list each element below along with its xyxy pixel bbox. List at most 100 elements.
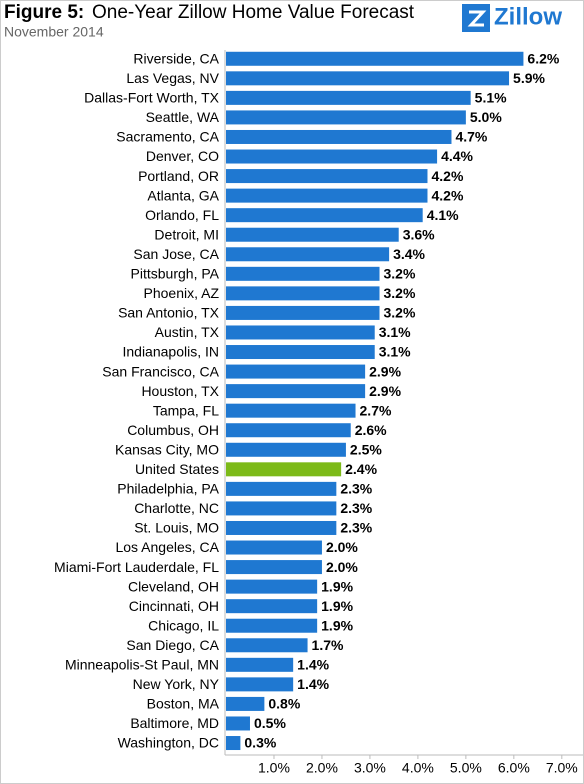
value-label: 2.6%: [355, 422, 387, 438]
bar: [226, 403, 356, 418]
figure-label: Figure 5:: [4, 2, 84, 23]
bar: [226, 227, 399, 242]
y-tick-label: Boston, MA: [147, 696, 220, 712]
y-tick-label: Minneapolis-St Paul, MN: [65, 657, 219, 673]
bar: [226, 129, 452, 144]
value-label: 5.0%: [470, 109, 502, 125]
bar: [226, 169, 428, 184]
value-label: 4.2%: [431, 187, 463, 203]
x-tick-label: 1.0%: [258, 760, 290, 776]
y-tick-label: Orlando, FL: [145, 207, 219, 223]
value-label: 2.7%: [360, 402, 392, 418]
y-tick-label: Detroit, MI: [154, 226, 219, 242]
y-tick-label: Las Vegas, NV: [126, 70, 219, 86]
bar: [226, 638, 308, 653]
value-label: 0.8%: [268, 696, 300, 712]
x-tick-label: 2.0%: [306, 760, 338, 776]
bar: [226, 657, 294, 672]
bar: [226, 325, 375, 340]
bar: [226, 696, 265, 711]
value-label: 0.5%: [254, 715, 286, 731]
bar: [226, 247, 390, 262]
y-tick-label: St. Louis, MO: [134, 520, 219, 536]
bar: [226, 599, 318, 614]
bar: [226, 540, 322, 555]
logo-text: Zillow: [494, 3, 562, 30]
y-tick-label: Chicago, IL: [148, 617, 219, 633]
y-tick-label: Philadelphia, PA: [117, 481, 219, 497]
y-tick-label: Atlanta, GA: [147, 187, 219, 203]
y-tick-label: Austin, TX: [155, 324, 220, 340]
bar: [226, 501, 337, 516]
value-label: 2.3%: [340, 481, 372, 497]
value-label: 3.2%: [384, 285, 416, 301]
value-label: 6.2%: [527, 50, 559, 66]
bar: [226, 208, 423, 223]
y-tick-label: Sacramento, CA: [116, 129, 219, 145]
y-tick-label: Baltimore, MD: [130, 715, 219, 731]
value-label: 4.4%: [441, 148, 473, 164]
x-tick-label: 4.0%: [402, 760, 434, 776]
value-label: 3.2%: [384, 305, 416, 321]
value-label: 1.9%: [321, 578, 353, 594]
bar: [226, 716, 250, 731]
value-label: 1.9%: [321, 598, 353, 614]
chart-title: One-Year Zillow Home Value Forecast: [92, 2, 415, 23]
bar: [226, 579, 318, 594]
bar: [226, 442, 346, 457]
value-label: 2.5%: [350, 441, 382, 457]
bar: [226, 51, 524, 66]
y-tick-label: United States: [135, 461, 219, 477]
value-label: 1.4%: [297, 657, 329, 673]
y-tick-label: Tampa, FL: [153, 402, 219, 418]
value-label: 3.1%: [379, 344, 411, 360]
value-label: 2.9%: [369, 363, 401, 379]
bar: [226, 110, 466, 125]
y-tick-label: Dallas-Fort Worth, TX: [84, 90, 220, 106]
y-tick-label: San Francisco, CA: [102, 363, 219, 379]
y-tick-label: Washington, DC: [118, 735, 219, 751]
value-label: 3.6%: [403, 226, 435, 242]
value-label: 3.2%: [384, 266, 416, 282]
bar: [226, 266, 380, 281]
value-label: 5.9%: [513, 70, 545, 86]
y-tick-label: Seattle, WA: [146, 109, 220, 125]
bar: [226, 481, 337, 496]
y-tick-label: San Jose, CA: [133, 246, 219, 262]
logo-z: [467, 10, 487, 27]
value-label: 4.2%: [431, 168, 463, 184]
bar: [226, 384, 366, 399]
value-label: 5.1%: [475, 90, 507, 106]
value-label: 3.4%: [393, 246, 425, 262]
y-tick-label: Houston, TX: [141, 383, 219, 399]
y-tick-label: Riverside, CA: [133, 50, 219, 66]
bar: [226, 423, 351, 438]
x-tick-label: 3.0%: [354, 760, 386, 776]
bar: [226, 462, 342, 477]
y-tick-label: Indianapolis, IN: [122, 344, 219, 360]
value-label: 2.0%: [326, 539, 358, 555]
value-label: 4.7%: [455, 129, 487, 145]
value-label: 2.9%: [369, 383, 401, 399]
bar: [226, 149, 438, 164]
chart-subtitle: November 2014: [4, 24, 104, 40]
x-tick-label: 6.0%: [498, 760, 530, 776]
y-tick-label: Los Angeles, CA: [115, 539, 219, 555]
bar: [226, 286, 380, 301]
x-tick-label: 7.0%: [546, 760, 578, 776]
value-label: 3.1%: [379, 324, 411, 340]
y-tick-label: Denver, CO: [146, 148, 219, 164]
bar: [226, 618, 318, 633]
x-tick-label: 5.0%: [450, 760, 482, 776]
y-tick-label: San Diego, CA: [126, 637, 219, 653]
value-label: 2.3%: [340, 520, 372, 536]
bar: [226, 345, 375, 360]
y-tick-label: Portland, OR: [138, 168, 219, 184]
bar: [226, 90, 471, 105]
bar: [226, 677, 294, 692]
y-tick-label: Charlotte, NC: [134, 500, 219, 516]
value-label: 1.9%: [321, 617, 353, 633]
y-tick-label: Cincinnati, OH: [129, 598, 219, 614]
